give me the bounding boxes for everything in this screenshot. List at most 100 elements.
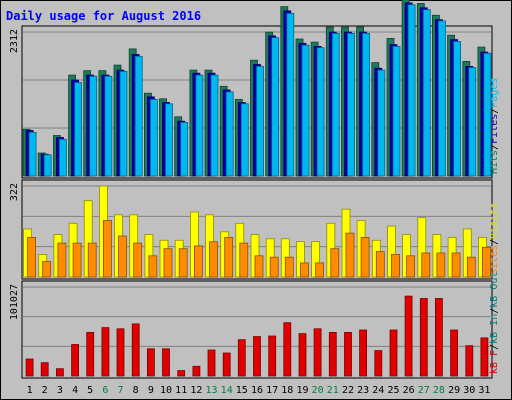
bar-sites-day-29 [451, 252, 461, 278]
bar-kb-f-day-27 [419, 298, 428, 377]
bar-sites-day-10 [163, 248, 173, 278]
axis-label-hits: Hits [489, 150, 500, 174]
bar-kb-f-day-9 [146, 348, 155, 377]
x-tick-label: 28 [433, 385, 445, 396]
bar-sites-day-26 [406, 255, 416, 278]
bar-kb-f-day-31 [480, 337, 489, 377]
bar-pages-day-22 [347, 33, 355, 177]
bar-pages-day-21 [331, 33, 340, 177]
panel-kbytes-axis-label: kB F/kB In/kB Out [489, 272, 500, 374]
bar-sites-day-1 [27, 236, 37, 278]
x-tick-label: 4 [72, 385, 78, 396]
x-tick-label: 6 [102, 385, 108, 396]
bar-pages-day-10 [165, 103, 173, 177]
bar-sites-day-19 [300, 262, 309, 278]
x-tick-label: 1 [27, 385, 33, 396]
x-tick-label: 20 [312, 385, 324, 396]
bar-pages-day-26 [407, 4, 416, 177]
bar-kb-f-day-22 [344, 331, 352, 377]
bar-kb-f-day-14 [222, 352, 231, 377]
bar-sites-day-20 [315, 262, 325, 278]
bar-sites-day-11 [178, 248, 188, 278]
x-tick-label: 9 [148, 385, 154, 396]
bar-kb-f-day-17 [268, 335, 277, 377]
bar-kb-f-day-10 [162, 348, 170, 377]
bar-kb-f-day-13 [207, 349, 216, 377]
bar-sites-day-14 [224, 236, 234, 278]
bar-sites-day-3 [57, 242, 67, 278]
bar-pages-day-13 [210, 74, 219, 177]
axis-label-kb-in: kB In [489, 314, 500, 344]
bar-kb-f-day-16 [253, 336, 261, 377]
bar-kb-f-day-3 [56, 368, 64, 377]
bar-sites-day-25 [391, 253, 400, 278]
panel-visits-max-label: 322 [9, 183, 20, 201]
bar-kb-f-day-26 [404, 295, 413, 377]
bar-pages-day-19 [301, 44, 310, 177]
x-tick-label: 12 [190, 385, 202, 396]
bar-sites-day-18 [284, 256, 294, 278]
bar-pages-day-29 [453, 41, 462, 177]
bar-pages-day-14 [225, 91, 234, 177]
bar-pages-day-27 [422, 9, 431, 177]
bar-kb-f-day-2 [40, 362, 49, 377]
bar-kb-f-day-11 [177, 370, 186, 377]
x-tick-label: 23 [357, 385, 369, 396]
bar-kb-f-day-5 [86, 331, 95, 377]
axis-label-sites: Sites [489, 245, 500, 275]
axis-label-files: Files [489, 114, 500, 144]
bar-sites-day-5 [87, 242, 97, 278]
bar-kb-f-day-24 [374, 350, 383, 377]
bar-pages-day-31 [483, 52, 492, 177]
x-tick-label: 5 [87, 385, 93, 396]
bar-kb-f-day-1 [25, 358, 34, 377]
bar-sites-day-9 [148, 255, 158, 278]
bar-pages-day-16 [256, 66, 264, 177]
x-tick-label: 10 [160, 385, 172, 396]
bar-pages-day-7 [119, 71, 128, 177]
bar-pages-day-9 [149, 99, 158, 177]
bar-pages-day-20 [316, 47, 325, 177]
bar-pages-day-12 [195, 74, 204, 177]
x-tick-label: 26 [403, 385, 415, 396]
bar-pages-day-25 [392, 46, 401, 177]
bar-kb-f-day-29 [450, 329, 459, 377]
x-tick-label: 3 [57, 385, 63, 396]
bar-sites-day-2 [42, 261, 52, 278]
bar-pages-day-15 [240, 103, 249, 177]
bar-kb-f-day-8 [131, 323, 140, 377]
bar-sites-day-23 [360, 236, 370, 278]
x-tick-label: 15 [236, 385, 248, 396]
bar-pages-day-5 [89, 75, 98, 177]
bar-kb-f-day-7 [116, 328, 125, 377]
x-tick-label: 25 [387, 385, 399, 396]
bar-kb-f-day-30 [465, 345, 474, 377]
bar-kb-f-day-18 [283, 322, 292, 377]
bar-kb-f-day-25 [389, 329, 398, 377]
bar-kb-f-day-21 [328, 331, 337, 377]
bar-pages-day-18 [286, 12, 295, 177]
bar-pages-day-17 [271, 37, 280, 177]
bar-sites-day-16 [254, 255, 264, 278]
bar-kb-f-day-28 [434, 298, 443, 377]
bar-kb-f-day-12 [192, 365, 201, 377]
bar-pages-day-24 [377, 69, 386, 177]
x-tick-label: 17 [266, 385, 278, 396]
bar-pages-day-23 [362, 33, 371, 177]
bar-sites-day-15 [239, 242, 249, 278]
axis-label-visits: Visits [489, 203, 500, 239]
axis-label-kb-out: kB Out [489, 272, 500, 308]
bar-kb-f-day-6 [101, 327, 110, 377]
bar-pages-day-28 [437, 20, 446, 177]
bar-pages-day-8 [134, 56, 143, 177]
bar-kb-f-day-19 [298, 333, 307, 377]
bar-sites-day-28 [436, 252, 446, 278]
x-tick-label: 18 [281, 385, 293, 396]
bar-sites-day-30 [466, 256, 476, 278]
bar-pages-day-1 [28, 131, 37, 177]
bar-kb-f-day-20 [313, 328, 322, 377]
bar-pages-day-4 [74, 82, 82, 177]
bar-kb-f-day-15 [237, 339, 246, 377]
bar-sites-day-4 [72, 242, 82, 278]
x-tick-label: 13 [205, 385, 217, 396]
